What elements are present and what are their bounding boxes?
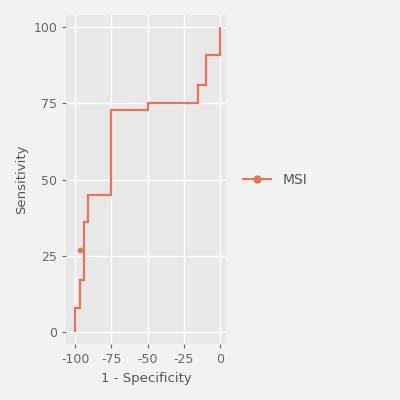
Y-axis label: Sensitivity: Sensitivity [15, 145, 28, 214]
X-axis label: 1 - Specificity: 1 - Specificity [101, 372, 192, 385]
Legend: MSI: MSI [238, 167, 312, 192]
